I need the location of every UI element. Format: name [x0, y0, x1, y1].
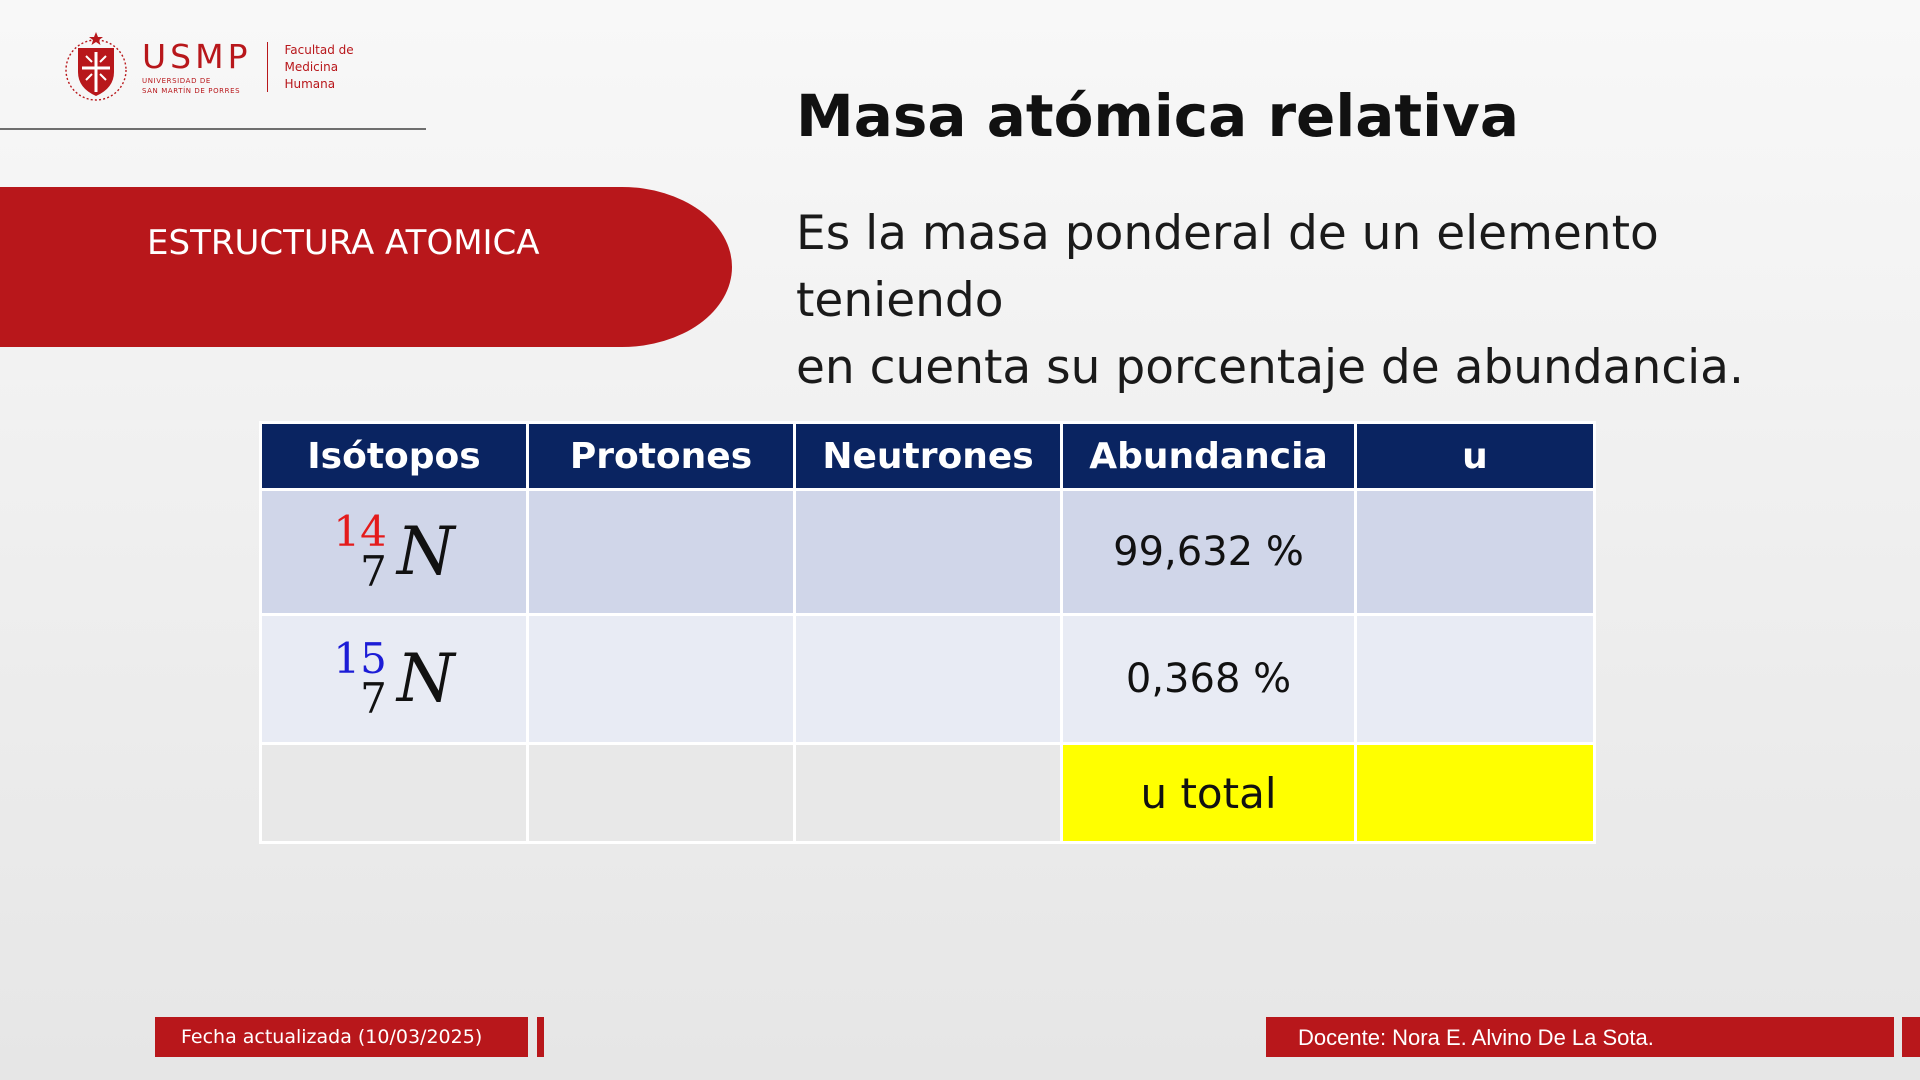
u-cell [1354, 613, 1596, 745]
faculty-line-2: Medicina [284, 59, 339, 74]
isotope-cell: 15 7 N [259, 613, 529, 745]
protones-cell [526, 613, 796, 745]
isotope-table: Isótopos Protones Neutrones Abundancia u… [259, 421, 1596, 844]
neutrones-cell [793, 488, 1063, 616]
definition-line-2: en cuenta su porcentaje de abundancia. [796, 340, 1744, 395]
nuclide-scripts: 14 7 [333, 507, 387, 596]
footer-teacher-accent [1902, 1017, 1920, 1057]
header-abundancia: Abundancia [1060, 421, 1357, 491]
definition-text: Es la masa ponderal de un elemento tenie… [796, 200, 1876, 401]
usmp-wordmark: USMP UNIVERSIDAD DE SAN MARTÍN DE PORRES [142, 37, 252, 96]
header-isotopos: Isótopos [259, 421, 529, 491]
abundance-cell: 99,632 % [1060, 488, 1357, 616]
section-label: ESTRUCTURA ATOMICA [147, 223, 540, 263]
slide-title: Masa atómica relativa [796, 82, 1519, 150]
element-symbol: N [396, 513, 455, 590]
table-header-row: Isótopos Protones Neutrones Abundancia u [259, 421, 1596, 491]
footer-date: Fecha actualizada (10/03/2025) [155, 1017, 528, 1057]
usmp-logo: USMP UNIVERSIDAD DE SAN MARTÍN DE PORRES… [64, 30, 354, 104]
header-divider [0, 128, 426, 130]
element-symbol: N [396, 640, 455, 717]
isotope-cell: 14 7 N [259, 488, 529, 616]
footer-date-accent [537, 1017, 544, 1057]
header-u: u [1354, 421, 1596, 491]
logo-subtitle-2: SAN MARTÍN DE PORRES [142, 87, 241, 95]
logo-subtitle-1: UNIVERSIDAD DE [142, 77, 211, 85]
header-protones: Protones [526, 421, 796, 491]
faculty-name: Facultad de Medicina Humana [284, 42, 353, 93]
table-row: 15 7 N 0,368 % [259, 613, 1596, 745]
table-total-row: u total [259, 742, 1596, 844]
mass-number: 15 [333, 634, 387, 683]
table-row: 14 7 N 99,632 % [259, 488, 1596, 616]
definition-line-1: Es la masa ponderal de un elemento tenie… [796, 206, 1659, 328]
section-banner: ESTRUCTURA ATOMICA [0, 187, 732, 347]
neutrones-cell [793, 613, 1063, 745]
mass-number: 14 [333, 507, 387, 556]
empty-cell [526, 742, 796, 844]
u-cell [1354, 488, 1596, 616]
abundance-cell: 0,368 % [1060, 613, 1357, 745]
faculty-line-1: Facultad de [284, 42, 354, 57]
header-neutrones: Neutrones [793, 421, 1063, 491]
empty-cell [259, 742, 529, 844]
logo-divider [267, 42, 269, 92]
usmp-shield-icon [65, 32, 127, 101]
protones-cell [526, 488, 796, 616]
logo-name: USMP [142, 37, 252, 76]
nuclide-scripts: 15 7 [333, 634, 387, 723]
atomic-number: 7 [360, 674, 387, 723]
atomic-number: 7 [360, 547, 387, 596]
total-label-cell: u total [1060, 742, 1357, 844]
footer-teacher: Docente: Nora E. Alvino De La Sota. [1266, 1017, 1894, 1057]
total-value-cell [1354, 742, 1596, 844]
nuclide-n15: 15 7 N [333, 634, 455, 723]
faculty-line-3: Humana [284, 76, 336, 91]
nuclide-n14: 14 7 N [333, 507, 455, 596]
empty-cell [793, 742, 1063, 844]
